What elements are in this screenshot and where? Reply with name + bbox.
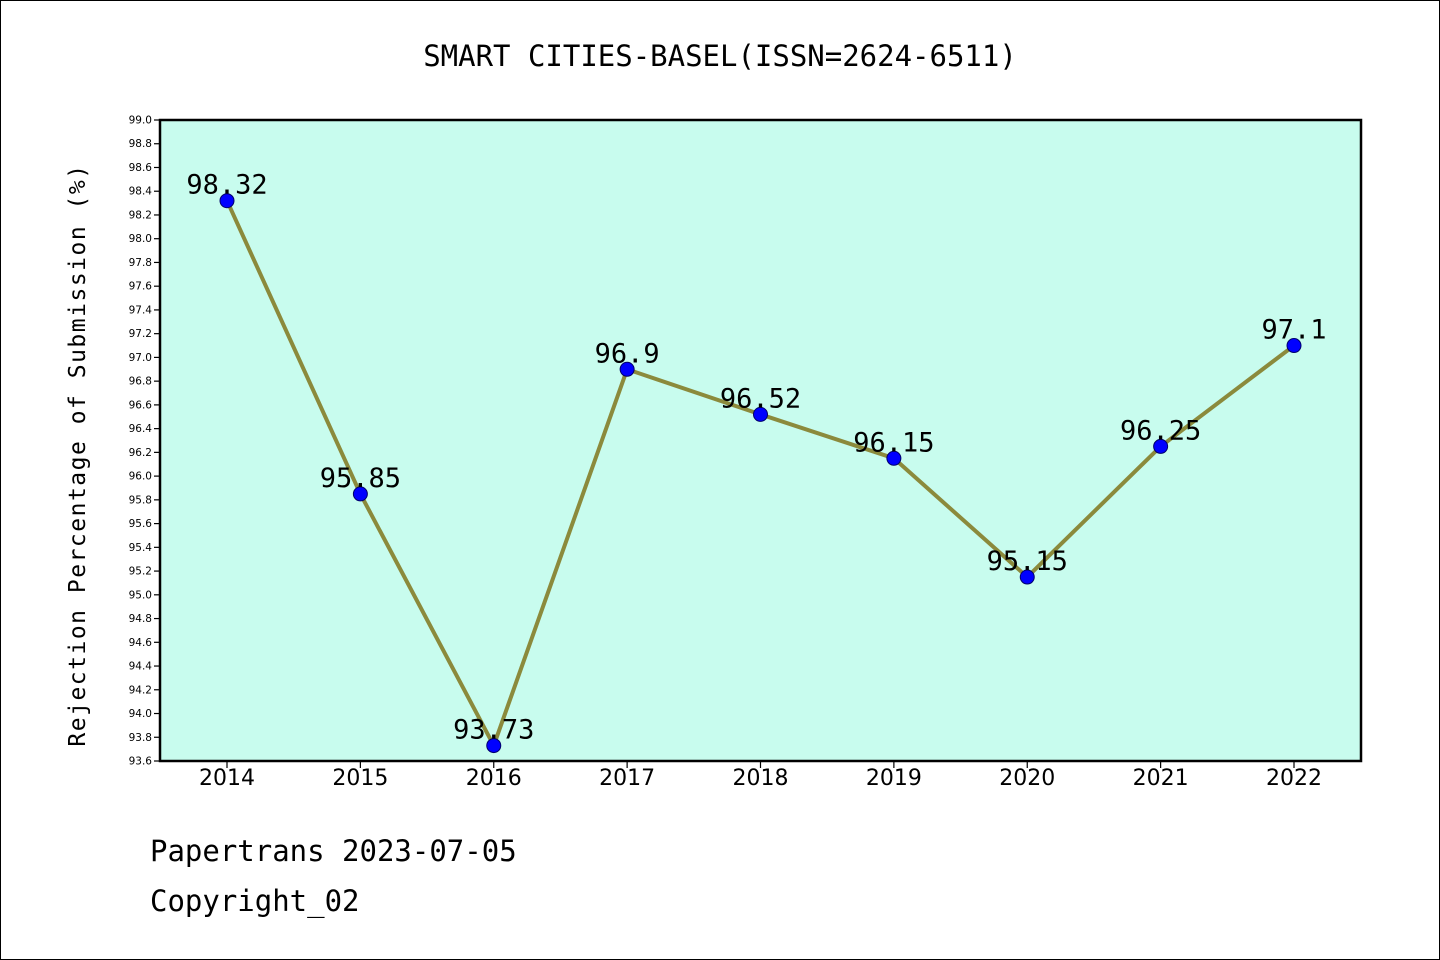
y-tick-label: 95.6: [129, 518, 153, 530]
y-tick-label: 96.2: [129, 447, 152, 459]
x-tick-label: 2018: [733, 766, 789, 791]
y-tick-label: 98.4: [129, 186, 153, 198]
y-tick-label: 99.0: [129, 115, 152, 127]
y-tick-label: 95.8: [129, 494, 152, 506]
data-label: 97.1: [1261, 315, 1326, 346]
data-point: [1286, 338, 1302, 354]
y-tick-label: 96.6: [129, 399, 153, 411]
data-label: 96.52: [720, 383, 801, 414]
y-tick-label: 96.8: [129, 376, 152, 388]
y-tick-label: 94.8: [129, 613, 152, 625]
x-tick-label: 2022: [1266, 766, 1322, 791]
data-point: [486, 738, 502, 754]
y-tick-label: 97.4: [129, 304, 153, 316]
x-tick-label: 2019: [866, 766, 922, 791]
y-tick-label: 95.0: [129, 589, 152, 601]
y-tick-label: 95.4: [129, 542, 153, 554]
y-tick-label: 97.8: [129, 257, 152, 269]
y-tick-label: 94.2: [129, 684, 152, 696]
data-label: 95.15: [987, 546, 1068, 577]
y-tick-label: 98.6: [129, 162, 153, 174]
data-label: 98.32: [186, 170, 267, 201]
footer-copyright-line: Copyright_02: [150, 884, 360, 918]
data-label: 93.73: [453, 715, 534, 746]
y-tick-label: 94.0: [129, 708, 152, 720]
x-tick-label: 2020: [999, 766, 1055, 791]
y-axis-ticks: 93.6 93.8 94.0 94.2 94.4 94.6 94.8 95.0 95.2 95.4…: [129, 115, 160, 768]
data-points: [219, 193, 1302, 754]
y-tick-label: 94.6: [129, 637, 153, 649]
y-tick-label: 98.0: [129, 233, 152, 245]
footer-date-line: Papertrans 2023-07-05: [150, 834, 517, 868]
x-tick-label: 2014: [199, 766, 255, 791]
y-tick-label: 97.6: [129, 281, 153, 293]
x-tick-label: 2015: [332, 766, 388, 791]
y-tick-label: 97.0: [129, 352, 152, 364]
data-point: [886, 450, 902, 466]
data-label: 96.9: [595, 338, 660, 369]
x-axis-ticks: 2014 2015 2016 2017 2018 2019 2020 2021 2022: [199, 761, 1322, 791]
data-point: [1153, 438, 1169, 454]
y-tick-label: 98.2: [129, 209, 152, 221]
data-point: [753, 406, 768, 422]
data-point: [219, 193, 235, 209]
y-tick-label: 93.6: [129, 756, 153, 768]
data-label: 96.25: [1120, 415, 1201, 446]
y-tick-label: 97.2: [129, 328, 152, 340]
y-tick-label: 93.8: [129, 732, 152, 744]
x-tick-label: 2017: [599, 766, 655, 791]
data-point: [1019, 569, 1035, 585]
data-point: [352, 486, 368, 502]
data-labels: 98.32 95.85 93.73 96.9 96.52 96.15 95.15 96.25 9…: [186, 170, 1326, 746]
chart-title: SMART CITIES-BASEL(ISSN=2624-6511): [423, 39, 1017, 73]
y-tick-label: 98.8: [129, 138, 152, 150]
data-label: 95.85: [320, 463, 401, 494]
y-tick-label: 95.2: [129, 566, 152, 578]
y-tick-label: 96.0: [129, 471, 152, 483]
data-point: [619, 361, 635, 377]
y-axis-label: Rejection Percentage of Submission (%): [65, 163, 91, 746]
x-tick-label: 2016: [466, 766, 522, 791]
x-tick-label: 2021: [1133, 766, 1189, 791]
y-tick-label: 94.4: [129, 661, 153, 673]
y-tick-label: 96.4: [129, 423, 153, 435]
data-label: 96.15: [853, 427, 934, 458]
